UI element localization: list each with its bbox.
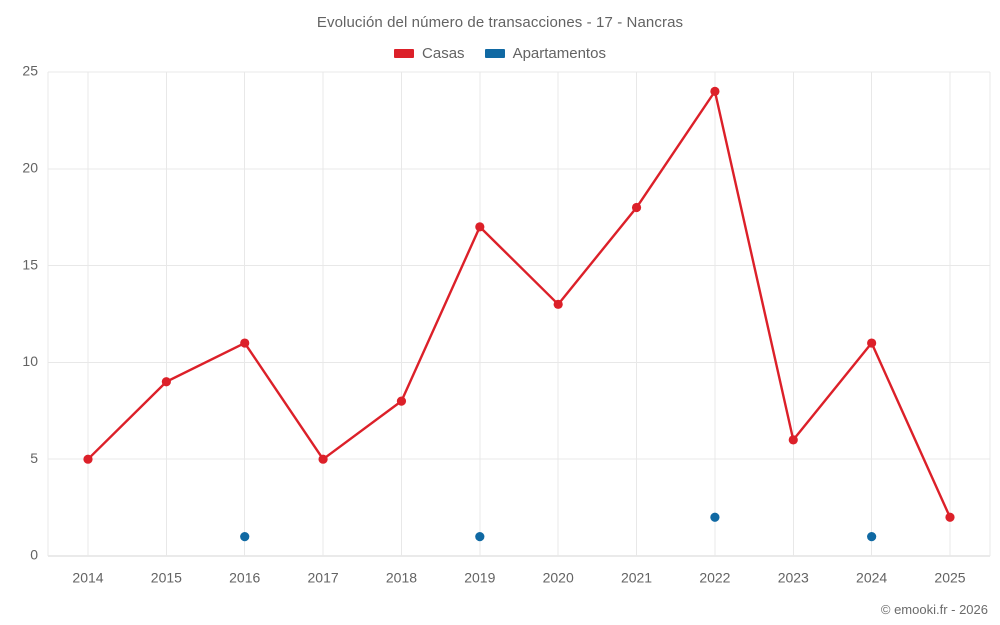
x-axis-tick-label: 2021 (621, 569, 652, 585)
data-point-apartamentos-2022[interactable] (710, 512, 720, 522)
legend-swatch-apartamentos (484, 49, 505, 58)
legend-swatch-casas (394, 49, 415, 58)
y-axis-tick-label: 10 (22, 353, 38, 369)
y-axis-tick-label: 0 (30, 547, 38, 563)
data-point-casas-2015[interactable] (161, 377, 171, 387)
x-axis-tick-label: 2025 (934, 569, 965, 585)
legend-item-apartamentos[interactable]: Apartamentos (484, 45, 606, 62)
x-axis-tick-label: 2024 (856, 569, 887, 585)
legend-item-casas[interactable]: Casas (394, 45, 465, 62)
y-axis-tick-label: 20 (22, 160, 38, 176)
chart-legend: Casas Apartamentos (0, 45, 1000, 62)
x-axis-tick-label: 2014 (72, 569, 103, 585)
data-point-casas-2022[interactable] (710, 86, 720, 96)
data-point-casas-2016[interactable] (240, 338, 250, 348)
y-axis-tick-label: 15 (22, 256, 38, 272)
x-axis-tick-label: 2016 (229, 569, 260, 585)
data-point-casas-2020[interactable] (553, 299, 563, 309)
legend-label-casas: Casas (422, 45, 465, 62)
series-line-casas (86, 90, 952, 519)
x-axis-tick-label: 2019 (464, 569, 495, 585)
data-point-casas-2017[interactable] (318, 454, 328, 464)
x-axis-tick-label: 2018 (386, 569, 417, 585)
data-point-casas-2021[interactable] (631, 202, 642, 213)
chart-title: Evolución del número de transacciones - … (316, 14, 684, 31)
data-point-casas-2024[interactable] (867, 338, 877, 348)
data-point-casas-2025[interactable] (945, 512, 955, 522)
data-point-apartamentos-2019[interactable] (475, 532, 485, 542)
credit-text: © emooki.fr - 2026 (880, 602, 988, 617)
x-axis-tick-label: 2015 (151, 569, 182, 585)
legend-label-apartamentos: Apartamentos (512, 45, 606, 62)
x-axis-tick-label: 2020 (543, 569, 574, 585)
data-point-casas-2019[interactable] (475, 222, 485, 232)
y-axis-tick-label: 25 (22, 63, 38, 79)
data-point-apartamentos-2024[interactable] (867, 532, 877, 542)
x-axis-tick-label: 2022 (699, 569, 730, 585)
data-point-apartamentos-2016[interactable] (240, 532, 250, 542)
data-point-casas-2014[interactable] (83, 454, 93, 464)
x-axis-tick-label: 2023 (778, 569, 809, 585)
data-point-casas-2018[interactable] (396, 396, 407, 406)
x-axis-tick-label: 2017 (308, 569, 339, 585)
data-point-casas-2023[interactable] (788, 435, 798, 445)
y-axis-tick-label: 5 (30, 450, 38, 466)
